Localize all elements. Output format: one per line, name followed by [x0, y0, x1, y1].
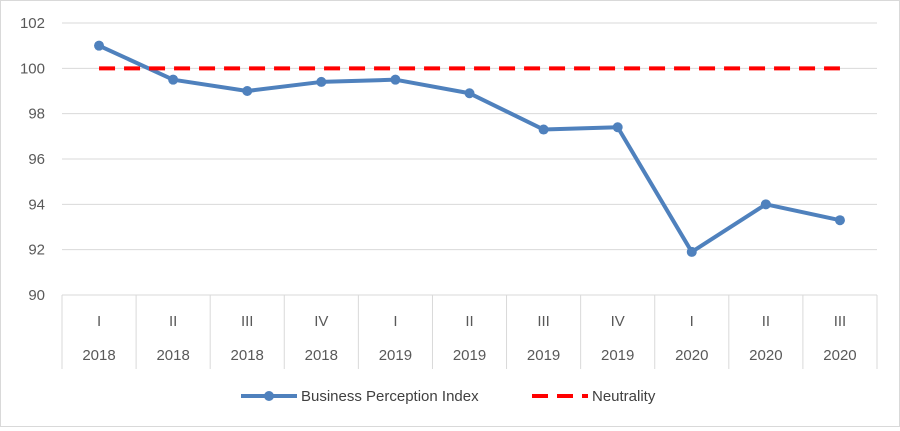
data-point	[686, 246, 697, 257]
y-tick-label: 102	[20, 15, 45, 32]
x-tick-quarter: IV	[611, 313, 625, 330]
x-tick-quarter: II	[762, 313, 770, 330]
index-line	[98, 43, 841, 254]
x-tick-quarter: III	[241, 313, 254, 330]
x-axis-categories: I2018II2018III2018IV2018I2019II2019III20…	[61, 295, 878, 369]
data-point	[94, 40, 105, 51]
data-point	[464, 88, 475, 99]
y-tick-label: 96	[28, 151, 45, 168]
legend-label: Neutrality	[592, 388, 656, 405]
gridlines	[62, 22, 877, 296]
y-tick-label: 92	[28, 242, 45, 259]
data-point	[168, 74, 179, 85]
x-tick-quarter: II	[465, 313, 473, 330]
x-tick-quarter: I	[690, 313, 694, 330]
data-point	[760, 199, 771, 210]
data-point	[390, 74, 401, 85]
x-tick-quarter: I	[97, 313, 101, 330]
x-tick-year: 2019	[453, 347, 486, 364]
x-tick-year: 2020	[749, 347, 782, 364]
x-tick-quarter: III	[834, 313, 847, 330]
y-tick-label: 98	[28, 106, 45, 123]
y-tick-label: 94	[28, 196, 45, 213]
series	[94, 40, 845, 257]
y-axis-ticks: 90 92 94 96 98 100 102	[20, 15, 45, 304]
data-point	[316, 76, 327, 87]
x-tick-quarter: I	[393, 313, 397, 330]
data-point	[538, 124, 549, 135]
legend: Business Perception Index Neutrality	[241, 388, 656, 405]
x-tick-year: 2019	[601, 347, 634, 364]
data-point	[834, 215, 845, 226]
legend-marker	[264, 391, 274, 401]
legend-label: Business Perception Index	[301, 388, 479, 405]
data-point	[612, 122, 623, 133]
y-tick-label: 90	[28, 287, 45, 304]
x-tick-year: 2020	[823, 347, 856, 364]
legend-item: Neutrality	[532, 388, 656, 405]
series-0	[94, 40, 845, 257]
x-tick-year: 2019	[527, 347, 560, 364]
x-tick-year: 2018	[305, 347, 338, 364]
x-tick-year: 2018	[156, 347, 189, 364]
x-tick-year: 2018	[231, 347, 264, 364]
y-tick-label: 100	[20, 60, 45, 77]
x-tick-quarter: III	[537, 313, 550, 330]
x-tick-year: 2018	[82, 347, 115, 364]
x-tick-year: 2020	[675, 347, 708, 364]
x-tick-year: 2019	[379, 347, 412, 364]
data-point	[242, 86, 253, 96]
legend-item: Business Perception Index	[241, 388, 479, 405]
x-tick-quarter: IV	[314, 313, 328, 330]
x-tick-quarter: II	[169, 313, 177, 330]
